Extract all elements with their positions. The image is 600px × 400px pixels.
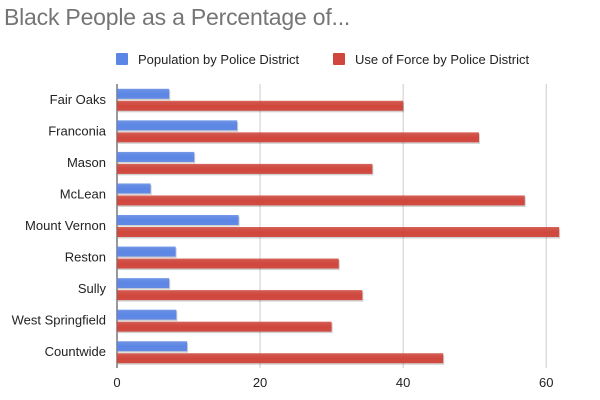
bar-reston-population-by-police-district: [117, 246, 176, 257]
category-label-reston: Reston: [65, 250, 106, 265]
category-label-franconia: Franconia: [48, 123, 107, 138]
category-label-mount-vernon: Mount Vernon: [25, 218, 106, 233]
category-labels: Fair Oaks Franconia Mason McLean Mount Verno…: [12, 92, 107, 359]
legend-label-population-by-police-district: Population by Police District: [138, 52, 300, 67]
category-label-fair-oaks: Fair Oaks: [50, 92, 107, 107]
x-tick-label-60: 60: [539, 375, 553, 390]
bar-mclean-use-of-force-by-police-district: [117, 195, 525, 206]
x-tick-label-20: 20: [253, 375, 267, 390]
category-label-west-springfield: West Springfield: [12, 313, 106, 328]
bar-franconia-use-of-force-by-police-district: [117, 132, 479, 143]
category-label-countwide: Countwide: [45, 344, 106, 359]
bars: [117, 88, 561, 365]
x-tick-label-0: 0: [113, 375, 120, 390]
bar-west-springfield-population-by-police-district: [117, 309, 177, 320]
legend-swatch-use-of-force-by-police-district: [333, 53, 345, 65]
x-tick-labels: 0 20 40 60: [113, 375, 553, 390]
bar-fair-oaks-population-by-police-district: [117, 88, 170, 99]
gridlines: [116, 84, 547, 368]
bar-mount-vernon-use-of-force-by-police-district: [117, 227, 560, 237]
legend: Population by Police District Use of Forc…: [116, 52, 529, 67]
category-label-mclean: McLean: [60, 186, 106, 201]
category-label-mason: Mason: [67, 155, 106, 170]
x-tick-label-40: 40: [396, 375, 410, 390]
category-label-sully: Sully: [78, 281, 107, 296]
bar-mason-use-of-force-by-police-district: [117, 163, 373, 174]
bar-reston-use-of-force-by-police-district: [117, 258, 339, 269]
bar-fair-oaks-use-of-force-by-police-district: [117, 100, 404, 111]
bar-west-springfield-use-of-force-by-police-district: [117, 321, 332, 332]
bar-franconia-population-by-police-district: [117, 120, 238, 131]
legend-label-use-of-force-by-police-district: Use of Force by Police District: [355, 52, 529, 67]
bar-countwide-population-by-police-district: [117, 341, 188, 352]
bar-mclean-population-by-police-district: [117, 183, 151, 194]
bar-mount-vernon-population-by-police-district: [117, 215, 239, 225]
chart-title: Black People as a Percentage of...: [4, 4, 351, 30]
legend-swatch-population-by-police-district: [116, 53, 128, 65]
bar-sully-population-by-police-district: [117, 278, 170, 289]
bar-sully-use-of-force-by-police-district: [117, 290, 363, 301]
bar-mason-population-by-police-district: [117, 151, 195, 162]
bar-countwide-use-of-force-by-police-district: [117, 353, 444, 364]
